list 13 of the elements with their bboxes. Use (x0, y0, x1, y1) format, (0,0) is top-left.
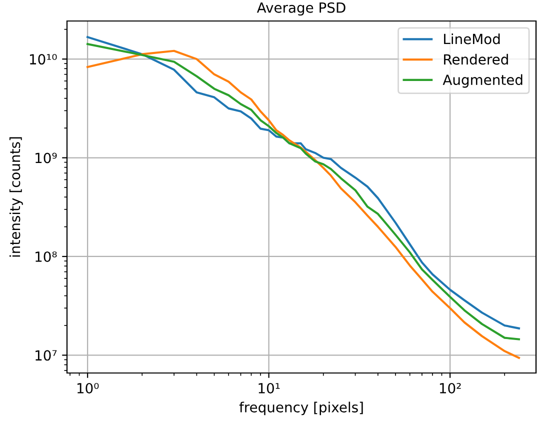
y-tick-label: 10⁷ (36, 350, 57, 361)
y-tick-label: 10⁹ (36, 152, 57, 164)
x-tick-label: 10⁰ (77, 382, 99, 394)
y-axis-title: intensity [counts] (9, 137, 23, 257)
chart-title: Average PSD (256, 2, 346, 16)
y-tick-label: 10⁸ (36, 251, 57, 262)
legend-label: Augmented (442, 74, 522, 88)
legend-label: Rendered (444, 54, 508, 65)
x-axis-title: frequency [pixels] (239, 402, 363, 416)
x-tick-label: 10² (440, 382, 461, 394)
y-tick-label: 10¹⁰ (30, 54, 57, 65)
legend-label: LineMod (444, 34, 500, 44)
x-tick-label: 10¹ (258, 382, 280, 394)
